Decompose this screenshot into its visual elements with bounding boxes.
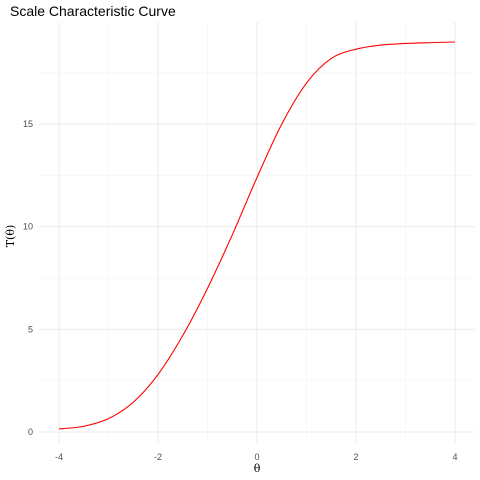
- series-line: [58, 41, 456, 430]
- y-tick-label: 10: [23, 222, 33, 232]
- y-tick-label: 5: [28, 324, 33, 334]
- chart-title: Scale Characteristic Curve: [10, 3, 176, 19]
- y-tick-labels: 0 5 10 15: [23, 119, 33, 437]
- y-axis-label: T(θ): [4, 225, 17, 248]
- series-layer: [58, 41, 456, 430]
- x-tick-labels: -4 -2 0 2 4: [55, 452, 458, 462]
- y-tick-label: 0: [28, 427, 33, 437]
- x-tick-label: 0: [254, 452, 259, 462]
- grid: [39, 22, 475, 443]
- y-tick-label: 15: [23, 119, 33, 129]
- x-tick-label: 2: [353, 452, 358, 462]
- x-axis-label: θ: [254, 462, 261, 475]
- x-tick-label: 4: [452, 452, 457, 462]
- x-tick-label: -4: [55, 452, 63, 462]
- x-tick-label: -2: [154, 452, 162, 462]
